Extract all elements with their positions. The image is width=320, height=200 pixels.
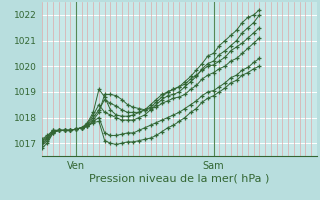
X-axis label: Pression niveau de la mer( hPa ): Pression niveau de la mer( hPa ) — [89, 174, 269, 184]
